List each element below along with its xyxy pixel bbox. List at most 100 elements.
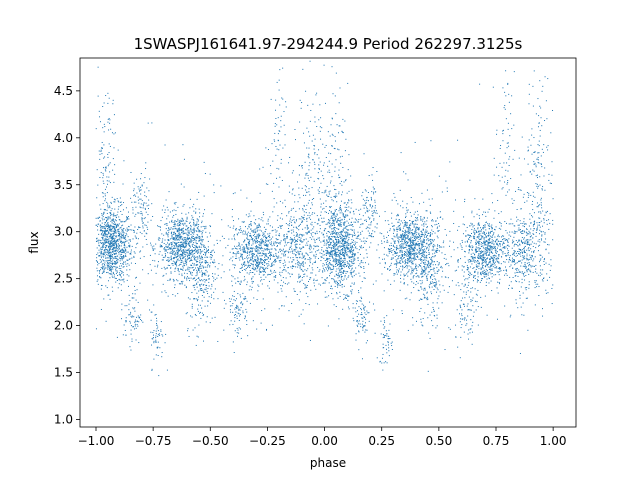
data-point xyxy=(261,255,263,257)
data-point xyxy=(410,245,412,247)
data-point xyxy=(109,245,111,247)
data-point xyxy=(343,254,345,256)
data-point xyxy=(110,246,112,248)
data-point xyxy=(269,239,271,241)
data-point xyxy=(134,262,136,264)
data-point xyxy=(163,234,165,236)
data-point xyxy=(340,246,342,248)
data-point xyxy=(363,277,365,279)
data-point xyxy=(391,217,393,219)
data-point xyxy=(390,283,392,285)
data-point xyxy=(231,216,233,218)
data-point xyxy=(259,271,261,273)
data-point xyxy=(421,234,423,236)
data-point xyxy=(95,217,97,219)
data-point xyxy=(296,247,298,249)
data-point xyxy=(181,228,183,230)
data-point xyxy=(206,256,208,258)
data-point xyxy=(300,240,302,242)
data-point xyxy=(303,256,305,258)
data-point xyxy=(345,215,347,217)
data-point xyxy=(105,248,107,250)
data-point xyxy=(239,226,241,228)
data-point xyxy=(349,265,351,267)
data-point xyxy=(260,266,262,268)
data-point xyxy=(298,218,300,220)
data-point xyxy=(252,260,254,262)
data-point xyxy=(252,255,254,257)
data-point xyxy=(423,235,425,237)
data-point xyxy=(428,250,430,252)
data-point xyxy=(111,242,113,244)
data-point xyxy=(173,279,175,281)
data-point xyxy=(396,234,398,236)
data-point xyxy=(202,265,204,267)
data-point xyxy=(343,237,345,239)
data-point xyxy=(354,247,356,249)
data-point xyxy=(107,262,109,264)
data-point xyxy=(171,263,173,265)
data-point xyxy=(164,268,166,270)
data-point xyxy=(125,255,127,257)
data-point xyxy=(420,253,422,255)
data-point xyxy=(401,236,403,238)
data-point xyxy=(406,251,408,253)
data-point xyxy=(191,272,193,274)
data-point xyxy=(288,310,290,312)
data-point xyxy=(200,265,202,267)
data-point xyxy=(238,229,240,231)
data-point xyxy=(250,248,252,250)
data-point xyxy=(403,257,405,259)
data-point xyxy=(305,292,307,294)
data-point xyxy=(241,231,243,233)
data-point xyxy=(404,225,406,227)
data-point xyxy=(246,234,248,236)
data-point xyxy=(172,216,174,218)
data-point xyxy=(193,263,195,265)
data-point xyxy=(279,248,281,250)
data-point xyxy=(167,209,169,211)
data-point xyxy=(423,216,425,218)
data-point xyxy=(403,236,405,238)
data-point xyxy=(334,239,336,240)
data-point xyxy=(412,233,414,235)
data-point xyxy=(171,221,173,223)
data-point xyxy=(337,249,339,251)
data-point xyxy=(481,251,483,253)
data-point xyxy=(209,266,211,268)
data-point xyxy=(391,248,393,250)
data-point xyxy=(278,233,280,235)
data-point xyxy=(399,255,401,257)
data-point xyxy=(391,251,393,253)
data-point xyxy=(106,229,108,231)
data-point xyxy=(249,264,251,266)
data-point xyxy=(303,216,305,218)
data-point xyxy=(297,261,299,263)
data-point xyxy=(347,247,349,249)
data-point xyxy=(433,289,435,290)
data-point xyxy=(121,237,123,239)
data-point xyxy=(125,249,127,251)
data-point xyxy=(114,261,116,263)
data-point xyxy=(304,284,306,286)
data-point xyxy=(202,258,204,260)
data-point xyxy=(261,242,263,244)
data-point xyxy=(166,259,168,261)
data-point xyxy=(283,265,285,267)
data-point xyxy=(401,230,403,232)
data-point xyxy=(428,266,430,268)
data-point xyxy=(340,278,342,280)
data-point xyxy=(261,266,263,268)
data-point xyxy=(336,242,338,244)
data-point xyxy=(350,221,352,223)
data-point xyxy=(417,228,419,230)
data-point xyxy=(276,245,278,247)
data-point xyxy=(183,237,185,239)
data-point xyxy=(248,225,250,227)
data-point xyxy=(396,263,398,265)
data-point xyxy=(424,289,426,291)
data-point xyxy=(425,256,427,258)
data-point xyxy=(441,246,443,248)
data-point xyxy=(246,284,248,286)
data-point xyxy=(202,291,204,293)
